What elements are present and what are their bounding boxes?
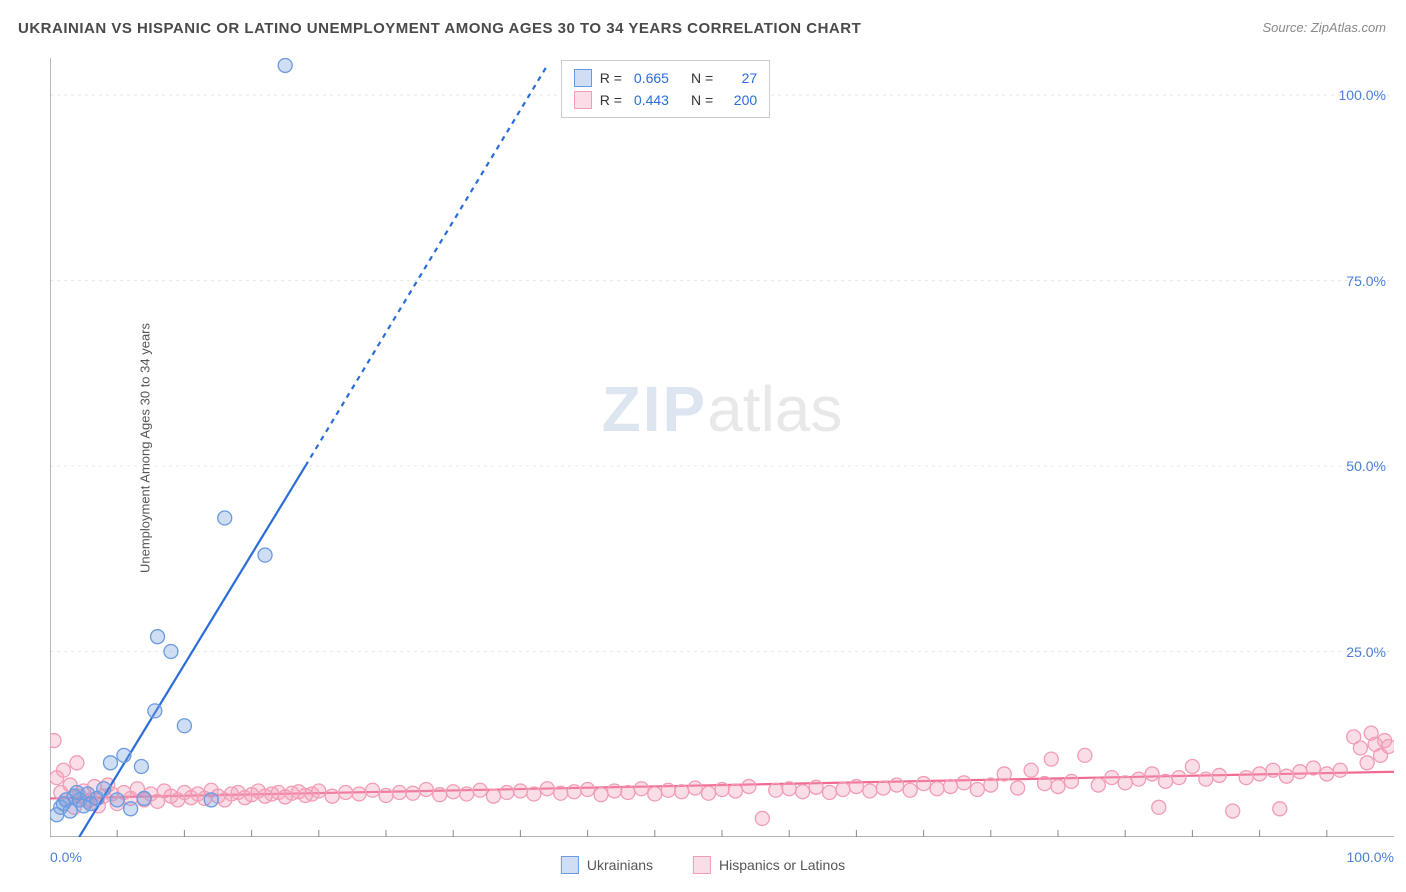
n-value-ukrainians: 27 — [725, 67, 757, 89]
stats-row-ukrainians: R = 0.665 N = 27 — [574, 67, 757, 89]
chart-area: Unemployment Among Ages 30 to 34 years Z… — [50, 58, 1394, 837]
r-label: R = — [600, 67, 622, 89]
x-tick-label: 0.0% — [50, 849, 82, 865]
y-tick-label: 100.0% — [1339, 87, 1386, 103]
swatch-ukrainians — [574, 69, 592, 87]
x-tick-label: 100.0% — [1347, 849, 1394, 865]
source-attribution: Source: ZipAtlas.com — [1262, 20, 1386, 35]
legend-label: Hispanics or Latinos — [719, 857, 845, 873]
r-value-hispanics: 0.443 — [634, 89, 669, 111]
series-legend: Ukrainians Hispanics or Latinos — [561, 856, 845, 874]
y-tick-label: 75.0% — [1346, 273, 1386, 289]
y-tick-label: 25.0% — [1346, 644, 1386, 660]
scatter-plot — [50, 58, 1394, 837]
n-label: N = — [691, 89, 713, 111]
stats-row-hispanics: R = 0.443 N = 200 — [574, 89, 757, 111]
r-value-ukrainians: 0.665 — [634, 67, 669, 89]
r-label: R = — [600, 89, 622, 111]
legend-item-ukrainians: Ukrainians — [561, 856, 653, 874]
n-value-hispanics: 200 — [725, 89, 757, 111]
legend-label: Ukrainians — [587, 857, 653, 873]
swatch-hispanics — [574, 91, 592, 109]
n-label: N = — [691, 67, 713, 89]
chart-title: UKRAINIAN VS HISPANIC OR LATINO UNEMPLOY… — [18, 20, 861, 37]
y-tick-label: 50.0% — [1346, 458, 1386, 474]
swatch-hispanics — [693, 856, 711, 874]
correlation-stats-legend: R = 0.665 N = 27 R = 0.443 N = 200 — [561, 60, 770, 118]
swatch-ukrainians — [561, 856, 579, 874]
legend-item-hispanics: Hispanics or Latinos — [693, 856, 845, 874]
